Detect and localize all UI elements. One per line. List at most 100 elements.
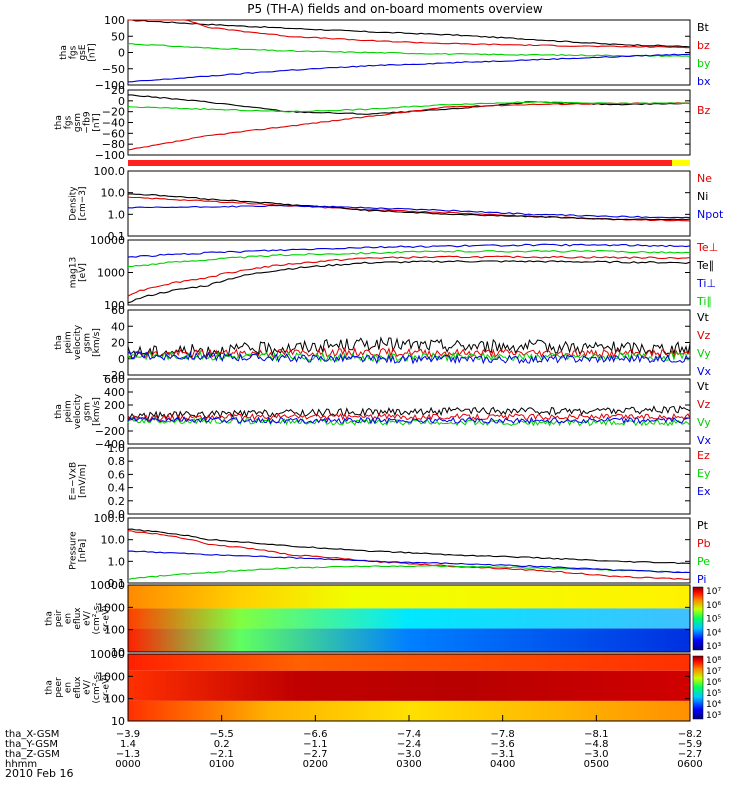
series-line xyxy=(127,249,691,268)
y-tick-label: 0 xyxy=(118,95,125,108)
x-row-value: −5.5 xyxy=(210,729,234,740)
y-axis-label-line: mag13 xyxy=(68,257,78,288)
x-row-value: −7.8 xyxy=(491,729,515,740)
y-axis-label-line: gsm xyxy=(83,333,93,352)
colorbar-tick-label: 10⁷ xyxy=(706,667,721,677)
legend-entry: Vx xyxy=(697,434,712,447)
series-line xyxy=(127,193,691,221)
y-tick-label: 10000 xyxy=(90,648,125,661)
series-line xyxy=(127,412,691,422)
x-row-value: 1.4 xyxy=(120,739,136,750)
y-axis-label-line: Density xyxy=(68,186,78,221)
legend-entry: Ni xyxy=(697,190,708,203)
y-tick-label: 0.1 xyxy=(108,577,126,590)
y-tick-label: −50 xyxy=(102,63,125,76)
y-axis-label-line: eV/ xyxy=(83,610,93,626)
y-axis-label-line: (cm²-s- xyxy=(92,671,102,703)
y-tick-label: 0.4 xyxy=(108,482,126,495)
x-row-value: 0400 xyxy=(490,759,515,770)
colorbar-tick-label: 10⁵ xyxy=(706,689,721,699)
panel-frame xyxy=(127,170,691,237)
y-axis-label-line: peim xyxy=(64,400,74,423)
ion-spectrogram-band-low xyxy=(128,628,690,652)
x-row-label: tha_X-GSM xyxy=(5,729,59,740)
y-tick-label: −200 xyxy=(95,425,125,438)
colorbar-tick-label: 10⁵ xyxy=(706,615,721,625)
y-tick-label: 1.0 xyxy=(108,208,126,221)
y-axis-label-line: eflux xyxy=(73,676,83,699)
legend-entry: Vy xyxy=(697,347,711,360)
colorbar-tick-label: 10⁴ xyxy=(706,628,721,638)
x-row-value: −2.7 xyxy=(678,749,702,760)
y-axis-label-line: E=−VxB xyxy=(68,462,78,500)
y-axis-label-line: en xyxy=(64,682,74,693)
x-row-value: −1.1 xyxy=(303,739,327,750)
date-label: 2010 Feb 16 xyxy=(5,767,73,780)
legend-entry: Vy xyxy=(697,416,711,429)
y-axis-label-line: [eV] xyxy=(78,263,88,282)
legend-entry: by xyxy=(697,57,711,70)
y-tick-label: 50 xyxy=(111,30,125,43)
x-row-label: tha_Z-GSM xyxy=(5,749,60,760)
quality-flag-bar-end xyxy=(672,160,690,166)
y-axis-label-line: [nPa] xyxy=(78,539,88,562)
y-axis-label-line: velocity xyxy=(73,324,83,360)
electron-spectrogram-band-top xyxy=(128,654,690,671)
y-axis-label-line: peir xyxy=(54,609,64,627)
series-line xyxy=(127,243,691,258)
y-tick-label: 200 xyxy=(104,399,125,412)
x-row-value: 0000 xyxy=(115,759,140,770)
legend-entry: Vz xyxy=(697,329,711,342)
legend-entry: Bz xyxy=(697,104,711,117)
y-tick-label: −20 xyxy=(102,369,125,382)
y-tick-label: 10.0 xyxy=(101,534,126,547)
legend-entry: Vx xyxy=(697,365,712,378)
y-tick-label: 100 xyxy=(104,14,125,27)
x-axis-table: tha_X-GSM −3.9 −5.5 −6.6 −7.4 −7.8 −8.1 −8.2 tha… xyxy=(5,715,703,770)
series-line xyxy=(127,417,691,427)
y-tick-label: 0 xyxy=(118,412,125,425)
y-axis-label-line: peim xyxy=(64,331,74,354)
y-axis-label-line: tha xyxy=(45,680,55,695)
y-axis-label-line: −fb9 xyxy=(83,111,93,133)
y-tick-label: 20 xyxy=(111,337,125,350)
y-tick-label: 400 xyxy=(104,386,125,399)
y-tick-label: 0 xyxy=(118,47,125,60)
y-tick-label: 20 xyxy=(111,84,125,97)
y-tick-label: 100.0 xyxy=(94,512,126,525)
legend-entry: Ti⊥ xyxy=(696,277,716,290)
y-tick-label: 100 xyxy=(104,693,125,706)
y-tick-label: 60 xyxy=(111,304,125,317)
y-tick-label: −60 xyxy=(102,127,125,140)
y-tick-label: −40 xyxy=(102,117,125,130)
ion-spectrogram-band-mid xyxy=(128,608,690,629)
y-tick-label: 10 xyxy=(111,715,125,728)
y-axis-label-line: peer xyxy=(54,677,64,698)
x-row-value: 0100 xyxy=(209,759,234,770)
y-tick-label: 10 xyxy=(111,646,125,659)
panel-frame xyxy=(127,584,691,653)
x-row-value: −2.1 xyxy=(210,749,234,760)
series-line xyxy=(127,550,690,574)
panel-frame xyxy=(127,447,691,515)
y-axis-label-line: fgs xyxy=(64,115,74,129)
legend-entry: Te∥ xyxy=(696,259,714,272)
legend-entry: Bt xyxy=(697,21,710,34)
colorbar-tick-label: 10³ xyxy=(706,711,721,721)
x-row-value: −3.6 xyxy=(491,739,515,750)
series-line xyxy=(128,43,691,57)
series-line xyxy=(127,336,691,359)
legend-entry: Npot xyxy=(697,208,724,221)
y-tick-label: 1.0 xyxy=(108,555,126,568)
y-tick-label: 100.0 xyxy=(94,165,126,178)
colorbar xyxy=(692,655,704,720)
x-row-label: hhmm xyxy=(5,759,37,770)
panel-frame xyxy=(127,239,691,306)
series-line xyxy=(127,530,691,580)
y-tick-label: −100 xyxy=(95,149,125,162)
y-axis-label-line: (cm²-s- xyxy=(92,602,102,634)
x-row-label: tha_Y-GSM xyxy=(5,739,58,750)
y-tick-label: −100 xyxy=(95,79,125,92)
y-tick-label: 100 xyxy=(104,624,125,637)
y-tick-label: 10000 xyxy=(90,579,125,592)
